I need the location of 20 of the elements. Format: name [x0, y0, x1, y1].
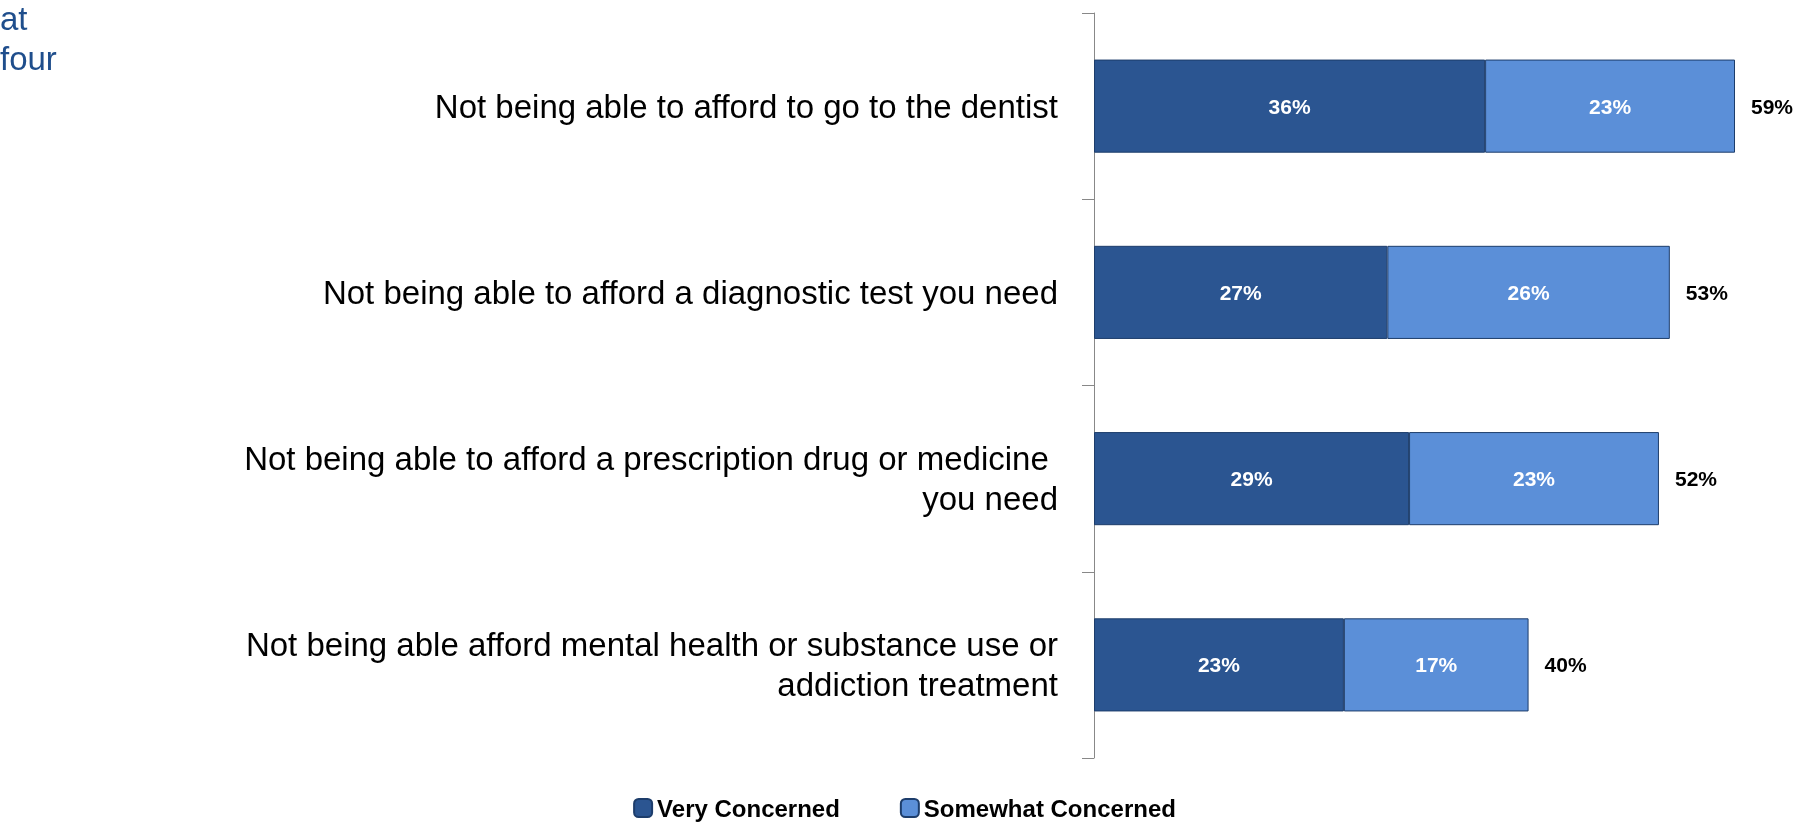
y-tick-label: Not being able to afford to go to the dentist: [434, 87, 1058, 125]
data-label: 29%: [1230, 467, 1273, 491]
data-label: 36%: [1268, 94, 1311, 118]
data-label: 23%: [1512, 467, 1556, 491]
data-label: 26%: [1507, 280, 1550, 304]
total-label: 53%: [1685, 280, 1729, 304]
y-tick-label: Not being able to afford a prescription drug or medicine you need: [244, 440, 1058, 518]
y-tick-label: Not being able to afford a diagnostic test you need: [322, 273, 1058, 311]
total-label: 59%: [1751, 94, 1794, 118]
legend-label: Very Concerned: [657, 794, 840, 822]
total-label: 40%: [1544, 653, 1587, 677]
data-label: 17%: [1415, 653, 1458, 677]
text: at: [0, 0, 28, 37]
text: four: [0, 40, 57, 77]
data-label: 23%: [1197, 653, 1241, 677]
data-label: 23%: [1589, 94, 1632, 118]
y-tick-label: Not being able afford mental health or substance use or addiction treatment: [245, 626, 1059, 704]
total-label: 52%: [1674, 467, 1718, 491]
legend-label: Somewhat Concerned: [923, 794, 1176, 822]
data-label: 27%: [1219, 280, 1263, 304]
